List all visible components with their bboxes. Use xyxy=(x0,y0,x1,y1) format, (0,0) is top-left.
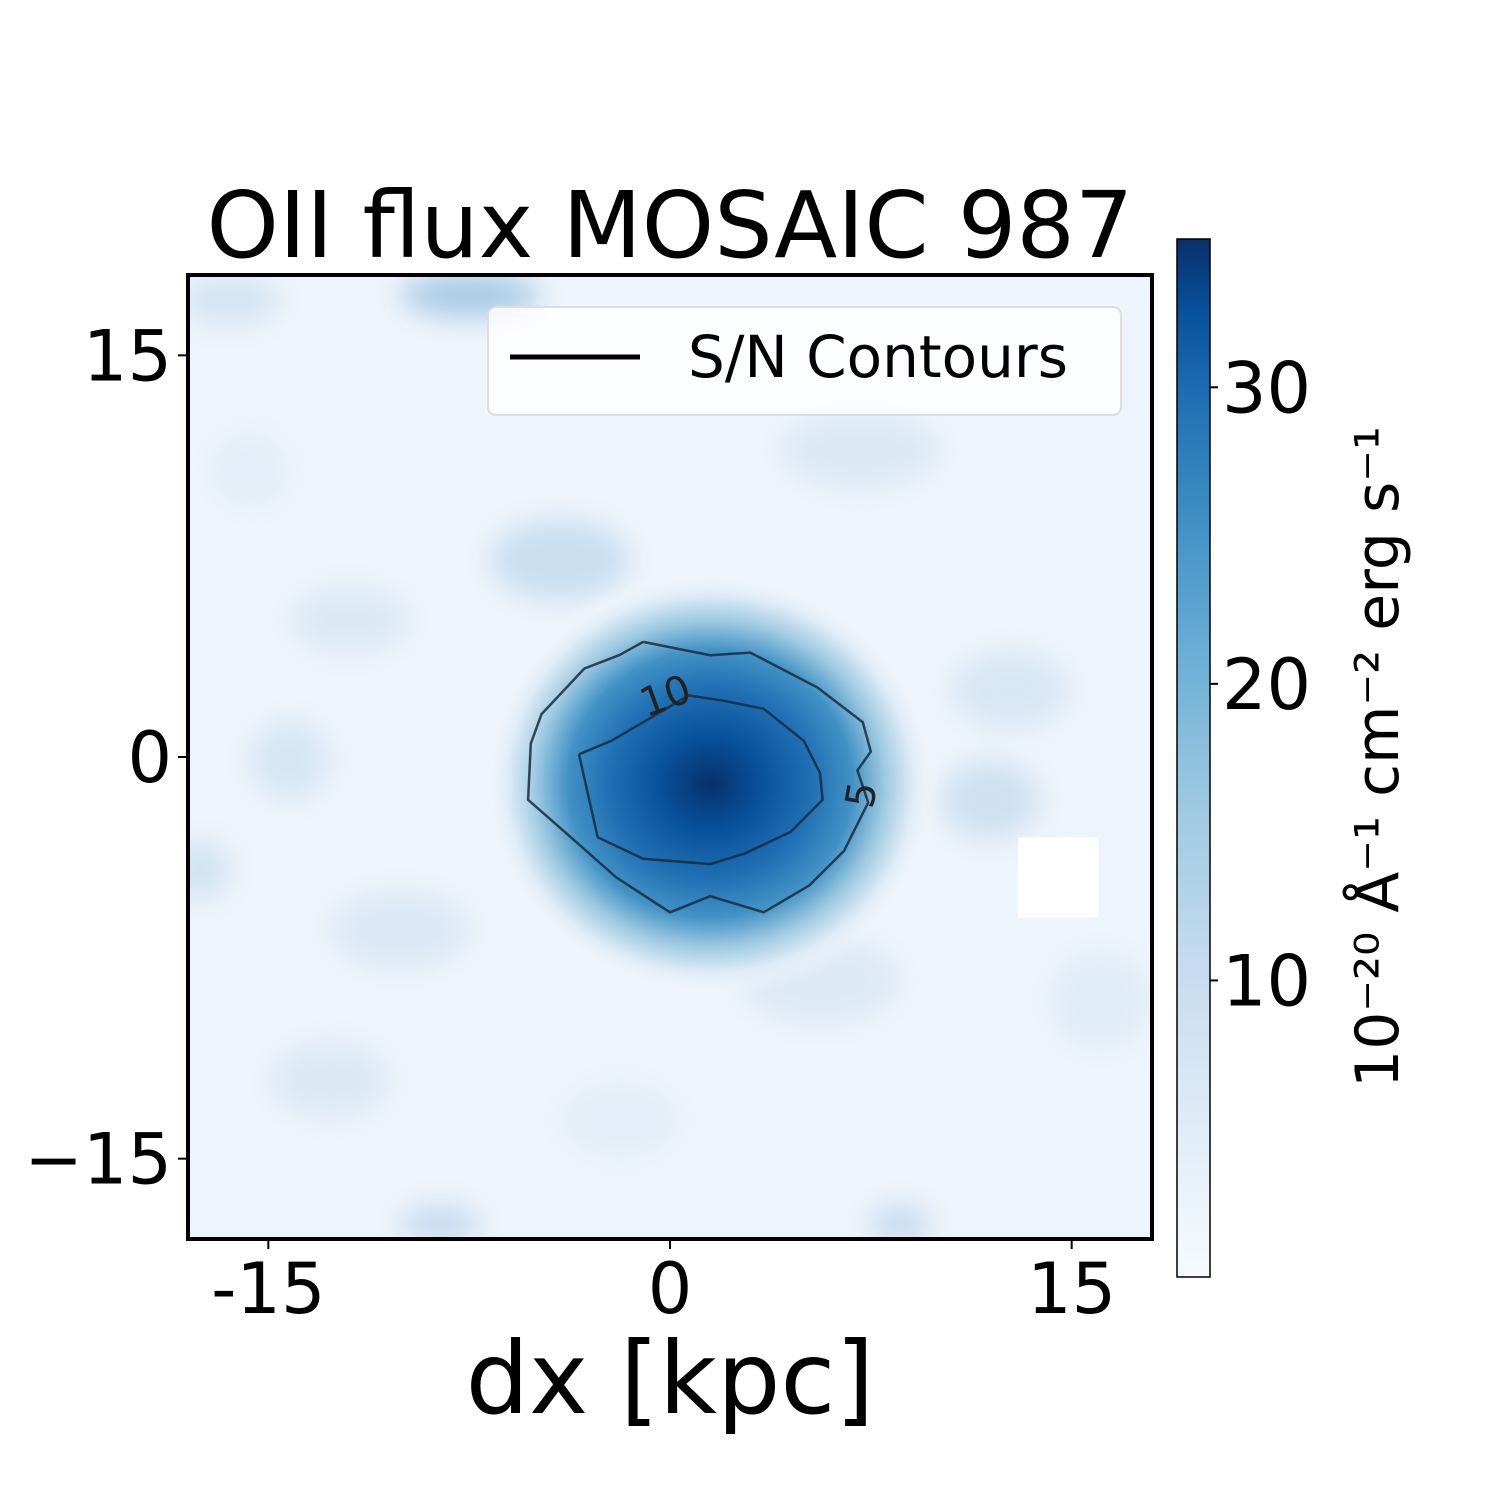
x-tick-label: 0 xyxy=(648,1248,693,1330)
legend-box xyxy=(487,306,1122,416)
y-axis: 15 0 −15 xyxy=(24,315,188,1201)
chart-title: OII flux MOSAIC 987 xyxy=(207,172,1134,279)
y-tick-label: 0 xyxy=(127,717,172,799)
heatmap-image: 105 xyxy=(188,275,1152,1239)
legend-entry: S/N Contours xyxy=(688,323,1068,391)
y-tick-label: −15 xyxy=(24,1119,172,1201)
colorbar-gradient xyxy=(1176,238,1211,1278)
contour-level-5 xyxy=(526,640,873,914)
background-noise xyxy=(188,275,1150,1239)
masked-region xyxy=(1018,837,1099,918)
contour-level-10 xyxy=(577,694,824,866)
y-tick-label: 15 xyxy=(83,315,172,397)
x-tick-label: -15 xyxy=(211,1248,325,1330)
colorbar-tick-label: 30 xyxy=(1222,347,1311,429)
x-axis-label: dx [kpc] xyxy=(466,1320,875,1437)
colorbar-ticks: 10 20 30 xyxy=(1210,347,1311,1022)
emission-blob xyxy=(480,568,941,999)
x-tick-label: 15 xyxy=(1027,1248,1116,1330)
colorbar-tick-label: 20 xyxy=(1222,644,1311,726)
legend: S/N Contours xyxy=(487,306,1122,416)
colorbar-label: 10⁻²⁰ Å⁻¹ cm⁻² erg s⁻¹ xyxy=(1342,426,1413,1088)
colorbar-tick-label: 10 xyxy=(1222,940,1311,1022)
x-axis: -15 0 15 xyxy=(211,1239,1116,1330)
colorbar: 10 20 30 10⁻²⁰ Å⁻¹ cm⁻² erg s⁻¹ xyxy=(1176,238,1413,1278)
